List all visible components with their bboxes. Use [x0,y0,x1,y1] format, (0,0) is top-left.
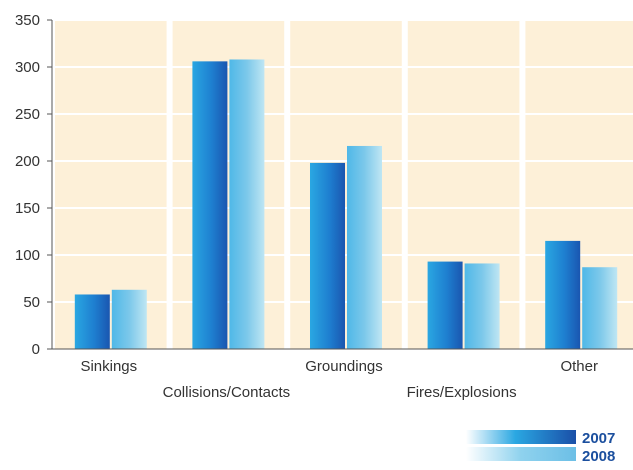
y-tick-label: 250 [15,106,40,123]
y-tick-label: 350 [15,12,40,29]
legend-label-2007: 2007 [582,430,615,447]
legend-swatch-2008 [466,447,576,461]
bar-2007-sinkings [74,294,110,349]
x-category-label: Sinkings [80,358,137,375]
y-tick-label: 100 [15,247,40,264]
bar-2008-sinkings [111,289,147,349]
legend: 2007 2008 [466,430,615,465]
y-tick-label: 50 [23,294,40,311]
y-tick-label: 300 [15,59,40,76]
y-tick-label: 150 [15,200,40,217]
legend-swatch-2007 [466,430,576,444]
x-category-label: Fires/Explosions [407,384,517,401]
bar-2007-fires-explosions [427,261,463,349]
category-panel [55,20,167,349]
category-panel [407,20,520,349]
bar-2008-groundings [347,145,382,349]
y-tick-label: 0 [32,341,40,358]
category-panel [290,20,402,349]
gridlines [52,19,633,303]
legend-label-2008: 2008 [582,448,615,465]
y-axis: 0 50 100 150 200 250 300 350 [15,12,53,358]
bar-2007-other [545,240,581,349]
x-category-label: Other [560,358,598,375]
category-panel [172,20,285,349]
bars [74,59,618,350]
bar-2007-groundings [310,162,345,349]
bar-2008-collisions-contacts [229,59,265,349]
y-tick-label: 200 [15,153,40,170]
x-category-label: Collisions/Contacts [163,384,291,401]
bar-2007-collisions-contacts [192,61,228,350]
x-axis: Sinkings Collisions/Contacts Groundings Fir… [52,348,633,401]
x-category-label: Groundings [305,358,383,375]
bar-2008-fires-explosions [464,263,500,349]
bar-2008-other [582,267,618,349]
